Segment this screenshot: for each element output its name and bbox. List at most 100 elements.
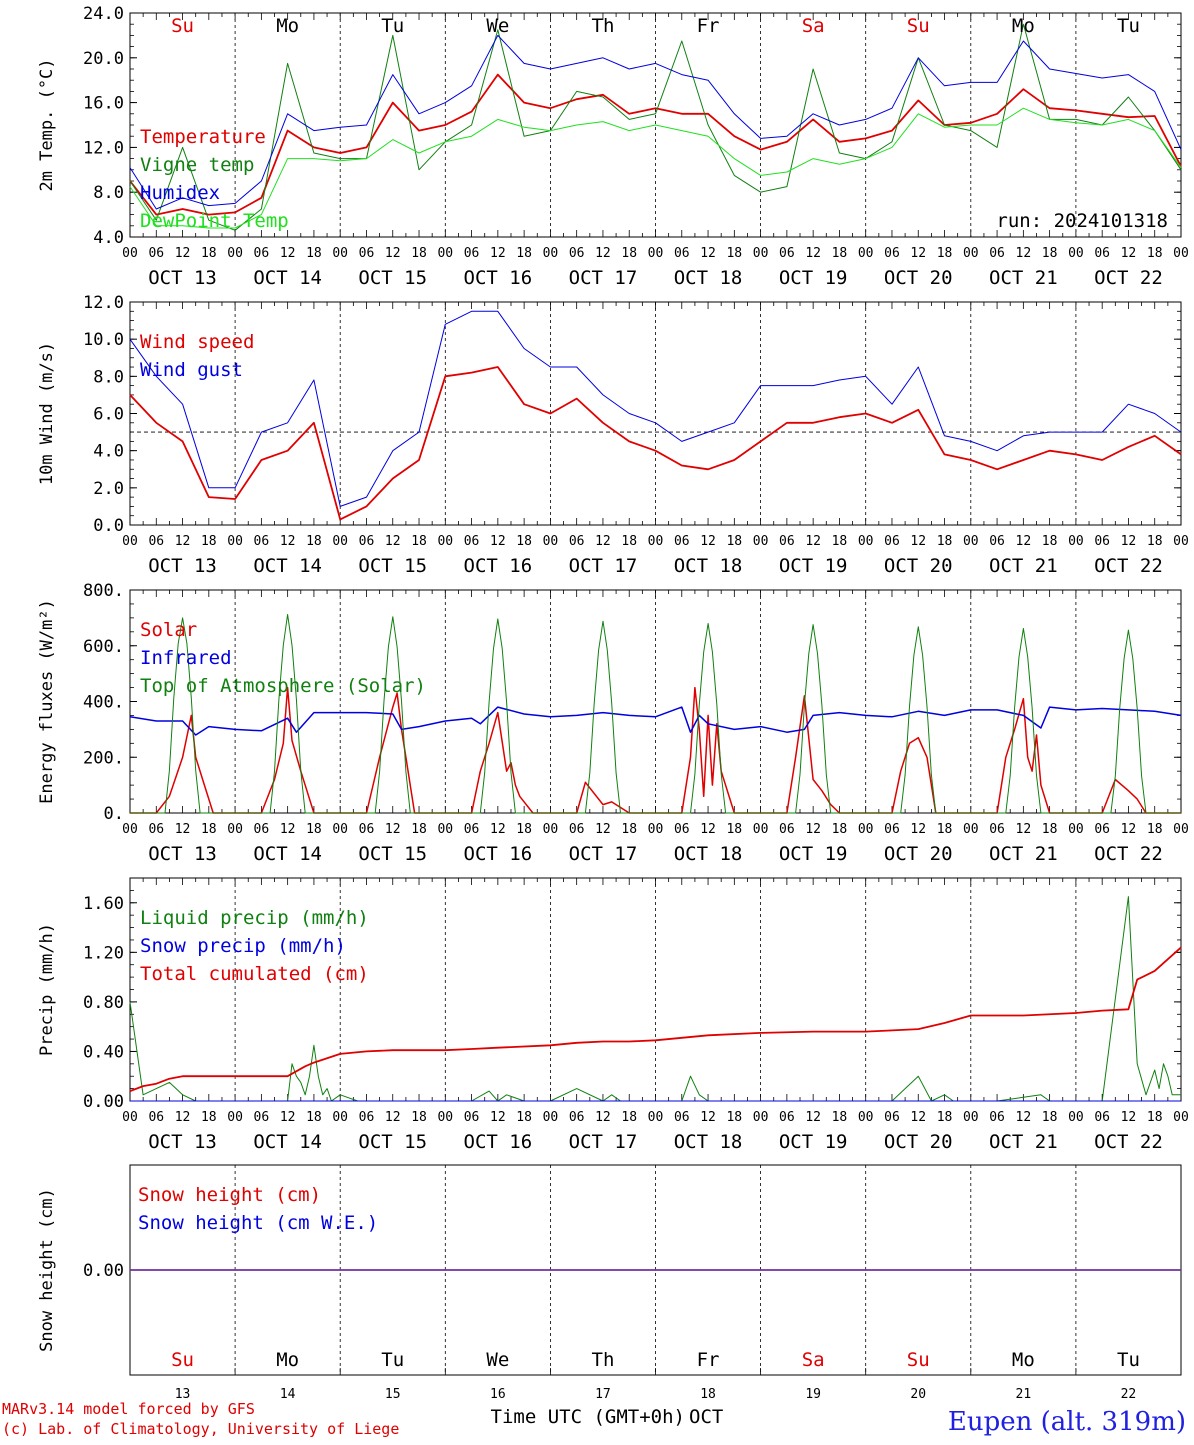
hour-tick-label: 00 xyxy=(648,822,664,837)
hour-tick-label: 00 xyxy=(858,822,874,837)
day-label: Su xyxy=(907,1349,930,1371)
hour-tick-label: 06 xyxy=(569,246,585,261)
hour-tick-label: 18 xyxy=(306,1110,322,1125)
hour-tick-label: 00 xyxy=(753,534,769,549)
hour-tick-label: 18 xyxy=(726,534,742,549)
series-line-3-0 xyxy=(129,896,1181,1102)
date-label: OCT 22 xyxy=(1094,1131,1163,1153)
hour-tick-label: 12 xyxy=(1121,1110,1137,1125)
hour-tick-label: 00 xyxy=(1068,246,1084,261)
hour-tick-label: 06 xyxy=(569,822,585,837)
series-line-3-2 xyxy=(129,946,1182,1092)
y-tick-label: 200. xyxy=(83,748,124,768)
hour-tick-label: 06 xyxy=(464,534,480,549)
date-label: OCT 19 xyxy=(779,555,848,577)
hour-tick-label: 12 xyxy=(280,246,296,261)
date-label: OCT 15 xyxy=(358,555,427,577)
hour-tick-label: 00 xyxy=(122,1110,138,1125)
hour-tick-label: 06 xyxy=(569,534,585,549)
date-label: OCT 19 xyxy=(779,1131,848,1153)
series-line-1-1 xyxy=(129,310,1182,507)
hour-tick-label: 18 xyxy=(1147,1110,1163,1125)
day-number: 19 xyxy=(805,1387,821,1402)
hour-tick-label: 12 xyxy=(1016,534,1032,549)
hour-tick-label: 18 xyxy=(516,534,532,549)
hour-tick-label: 18 xyxy=(1147,534,1163,549)
hour-tick-label: 12 xyxy=(595,822,611,837)
hour-tick-label: 12 xyxy=(490,534,506,549)
hour-tick-label: 12 xyxy=(700,246,716,261)
day-label: Mo xyxy=(276,15,299,37)
date-label: OCT 22 xyxy=(1094,267,1163,289)
day-number: 18 xyxy=(700,1387,716,1402)
legend-entry: Snow height (cm W.E.) xyxy=(138,1212,378,1234)
hour-tick-label: 12 xyxy=(175,1110,191,1125)
date-label: OCT 16 xyxy=(464,1131,533,1153)
hour-tick-label: 00 xyxy=(858,246,874,261)
y-tick-label: 800. xyxy=(83,581,124,601)
hour-tick-label: 18 xyxy=(516,822,532,837)
hour-tick-label: 18 xyxy=(726,1110,742,1125)
hour-tick-label: 06 xyxy=(779,1110,795,1125)
hour-tick-label: 18 xyxy=(516,1110,532,1125)
hour-tick-label: 06 xyxy=(989,246,1005,261)
date-label: OCT 16 xyxy=(464,555,533,577)
hour-tick-label: 00 xyxy=(543,246,559,261)
hour-tick-label: 18 xyxy=(1147,822,1163,837)
hour-tick-label: 12 xyxy=(175,246,191,261)
hour-tick-label: 06 xyxy=(989,1110,1005,1125)
hour-tick-label: 18 xyxy=(411,534,427,549)
legend-entry: Top of Atmosphere (Solar) xyxy=(140,675,426,697)
date-label: OCT 20 xyxy=(884,843,953,865)
day-number: 14 xyxy=(280,1387,296,1402)
hour-tick-label: 06 xyxy=(674,822,690,837)
series-line-0-3 xyxy=(129,107,1182,229)
hour-tick-label: 06 xyxy=(464,822,480,837)
hour-tick-label: 12 xyxy=(1016,822,1032,837)
hour-tick-label: 18 xyxy=(832,246,848,261)
hour-tick-label: 06 xyxy=(359,1110,375,1125)
hour-tick-label: 06 xyxy=(884,822,900,837)
day-number: 22 xyxy=(1121,1387,1137,1402)
hour-tick-label: 18 xyxy=(832,534,848,549)
hour-tick-label: 06 xyxy=(359,822,375,837)
hour-tick-label: 18 xyxy=(1147,246,1163,261)
hour-tick-label: 18 xyxy=(411,1110,427,1125)
hour-tick-label: 00 xyxy=(543,1110,559,1125)
hour-tick-label: 12 xyxy=(910,246,926,261)
hour-tick-label: 18 xyxy=(201,1110,217,1125)
hour-tick-label: 18 xyxy=(1042,246,1058,261)
day-number: 21 xyxy=(1016,1387,1032,1402)
hour-tick-label: 12 xyxy=(910,534,926,549)
x-axis-month: OCT xyxy=(689,1406,723,1428)
day-label: Mo xyxy=(1012,15,1035,37)
legend-entry: Humidex xyxy=(140,182,220,204)
hour-tick-label: 12 xyxy=(490,822,506,837)
hour-tick-label: 12 xyxy=(1016,1110,1032,1125)
hour-tick-label: 06 xyxy=(989,534,1005,549)
hour-tick-label: 12 xyxy=(280,1110,296,1125)
day-label: We xyxy=(486,1349,509,1371)
date-label: OCT 19 xyxy=(779,267,848,289)
day-label: Sa xyxy=(802,1349,825,1371)
date-label: OCT 21 xyxy=(989,555,1058,577)
y-tick-label: 0.80 xyxy=(83,993,124,1013)
hour-tick-label: 00 xyxy=(753,246,769,261)
hour-tick-label: 18 xyxy=(937,822,953,837)
date-label: OCT 14 xyxy=(253,555,322,577)
hour-tick-label: 00 xyxy=(543,534,559,549)
date-label: OCT 22 xyxy=(1094,555,1163,577)
hour-tick-label: 18 xyxy=(832,822,848,837)
hour-tick-label: 12 xyxy=(175,822,191,837)
hour-tick-label: 00 xyxy=(753,1110,769,1125)
legend-entry: DewPoint Temp xyxy=(140,210,289,232)
date-label: OCT 13 xyxy=(148,843,217,865)
day-label: Mo xyxy=(1012,1349,1035,1371)
hour-tick-label: 06 xyxy=(779,246,795,261)
hour-tick-label: 06 xyxy=(674,246,690,261)
hour-tick-label: 12 xyxy=(490,246,506,261)
day-label: Su xyxy=(171,1349,194,1371)
hour-tick-label: 00 xyxy=(1068,534,1084,549)
y-tick-label: 12.0 xyxy=(83,293,124,313)
